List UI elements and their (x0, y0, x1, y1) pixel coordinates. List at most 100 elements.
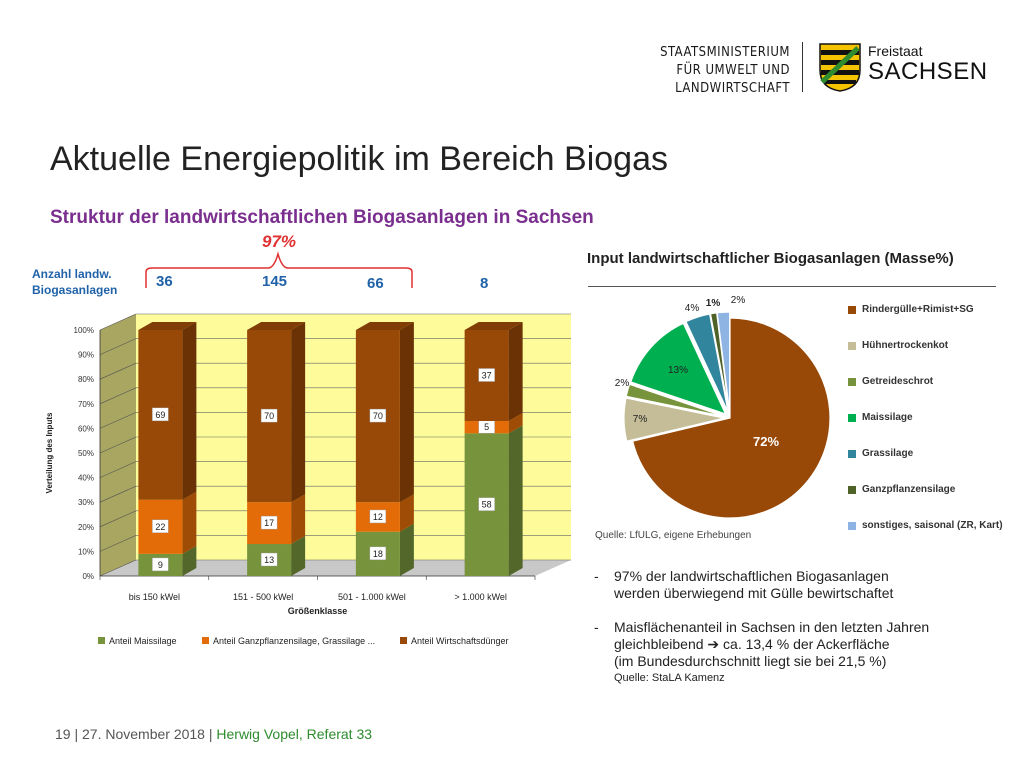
legend-item: Rindergülle+Rimist+SG (848, 304, 974, 315)
data-label: 5 (484, 422, 489, 432)
pie-slice (630, 322, 727, 416)
data-label: 17 (264, 518, 274, 528)
bullet-list: - 97% der landwirtschaftlichen Biogasanl… (592, 568, 1012, 687)
pie-title-divider (588, 286, 996, 287)
legend-label: Ganzpflanzensilage (862, 484, 956, 495)
pie-data-label: 13% (668, 365, 688, 376)
pie-chart-title: Input landwirtschaftlicher Biogasanlagen… (587, 250, 954, 267)
bar-side (399, 322, 414, 503)
pie-slice (623, 397, 725, 442)
pie-data-label: 2% (731, 295, 746, 306)
pie-data-label: 72% (753, 434, 779, 449)
gridline (99, 313, 137, 331)
bullet-line: werden überwiegend mit Gülle bewirtschaf… (614, 585, 894, 601)
footer-author: Herwig Vopel, Referat 33 (216, 726, 373, 742)
legend-swatch (400, 637, 407, 644)
bracket-icon (145, 251, 413, 288)
x-tick-label: 151 - 500 kWel (233, 592, 293, 602)
bullet-dash: - (594, 568, 599, 584)
legend-label: Getreideschrot (862, 376, 934, 387)
pie-data-label: 4% (685, 303, 700, 314)
chart-floor (100, 560, 571, 576)
legend-swatch (848, 449, 856, 458)
stacked-bar-chart: 0% 10% 20% 30% 40% 50% 60% 70% 80% 90% 100% Verteil… (45, 313, 571, 646)
data-label: 69 (155, 410, 165, 420)
pie-data-label: 2% (615, 378, 630, 389)
data-label: 70 (373, 411, 383, 421)
y-tick-label: 30% (78, 498, 94, 507)
plant-count: 8 (480, 275, 489, 292)
data-label-box (152, 519, 169, 534)
plant-count: 66 (367, 275, 384, 292)
legend-label: Anteil Ganzpflanzensilage, Grassilage ..… (213, 636, 375, 646)
legend-swatch (848, 413, 856, 422)
x-tick-label: bis 150 kWel (129, 592, 180, 602)
y-tick-label: 20% (78, 523, 94, 532)
y-tick-label: 90% (78, 351, 94, 360)
data-label: 70 (264, 411, 274, 421)
legend-swatch (848, 377, 856, 386)
gridline (99, 436, 137, 454)
y-tick-label: 10% (78, 547, 94, 556)
y-tick-label: 100% (74, 326, 94, 335)
pie-data-label: 1% (706, 298, 721, 309)
data-label-box (478, 497, 495, 511)
state-big: SACHSEN (868, 58, 988, 85)
bar-side (291, 536, 306, 576)
x-tick-label: > 1.000 kWel (454, 592, 507, 602)
pie-chart: 72% 7% 2% 13% 4% 1% 2% (615, 295, 831, 519)
data-label-box (369, 509, 387, 524)
legend-swatch (848, 485, 856, 494)
legend-label: Maissilage (862, 412, 913, 423)
bar-side (291, 322, 306, 503)
subtitle: Struktur der landwirtschaftlichen Biogas… (50, 207, 594, 228)
plant-count: 145 (262, 273, 288, 290)
bar-top (247, 322, 306, 330)
y-axis-title: Verteilung des Inputs (45, 412, 54, 493)
legend-label: Anteil Wirtschaftsdünger (411, 636, 509, 646)
legend-item: Grassilage (848, 448, 913, 459)
x-axis-title: Größenklasse (288, 606, 348, 616)
data-label: 22 (155, 522, 165, 532)
legend-label: Anteil Maissilage (109, 636, 177, 646)
state-small: Freistaat (868, 43, 923, 59)
data-label: 58 (482, 500, 492, 510)
gridline (99, 338, 137, 355)
gridline (99, 485, 137, 503)
ministry-line: LANDWIRTSCHAFT (675, 81, 790, 96)
bullet-line: Maisflächenanteil in Sachsen in den letz… (614, 619, 930, 635)
bar-side (399, 494, 414, 532)
data-label-box (369, 546, 387, 561)
data-label: 9 (158, 560, 163, 570)
legend-label: Hühnertrockenkot (862, 340, 949, 351)
legend-label: sonstiges, saisonal (ZR, Kart) (862, 520, 1003, 531)
x-tick-label: 501 - 1.000 kWel (338, 592, 406, 602)
bullet-line: gleichbleibend ➔ ca. 13,4 % der Ackerflä… (614, 636, 890, 652)
legend-item: Getreideschrot (848, 376, 933, 387)
plant-count: 36 (156, 273, 173, 290)
bar-side (399, 523, 414, 576)
footer-date: | 27. November 2018 | (74, 726, 213, 742)
legend-item: sonstiges, saisonal (ZR, Kart) (848, 520, 1003, 531)
bar-top (138, 322, 197, 330)
data-label: 18 (373, 549, 383, 559)
data-label-box (260, 552, 278, 567)
pie-slice (685, 313, 729, 413)
bar-side (182, 322, 197, 500)
gridline (99, 387, 137, 405)
count-axis-label: Anzahl landw. Biogasanlagen (32, 266, 117, 298)
bullet-source: Quelle: StaLA Kamenz (614, 672, 725, 684)
data-label-box (152, 407, 169, 422)
bar-side (508, 425, 523, 576)
bullet-item: - Maisflächenanteil in Sachsen in den le… (592, 619, 1012, 687)
data-label: 13 (264, 555, 274, 565)
pie-slice (631, 317, 831, 519)
y-tick-label: 40% (78, 474, 94, 483)
footer: 19 | 27. November 2018 | Herwig Vopel, R… (55, 726, 372, 742)
bullet-line: 97% der landwirtschaftlichen Biogasanlag… (614, 568, 889, 584)
data-label: 37 (482, 371, 492, 381)
data-label-box (369, 408, 387, 423)
gridline (99, 559, 137, 577)
y-tick-label: 0% (82, 572, 94, 581)
bar-side (182, 545, 197, 576)
